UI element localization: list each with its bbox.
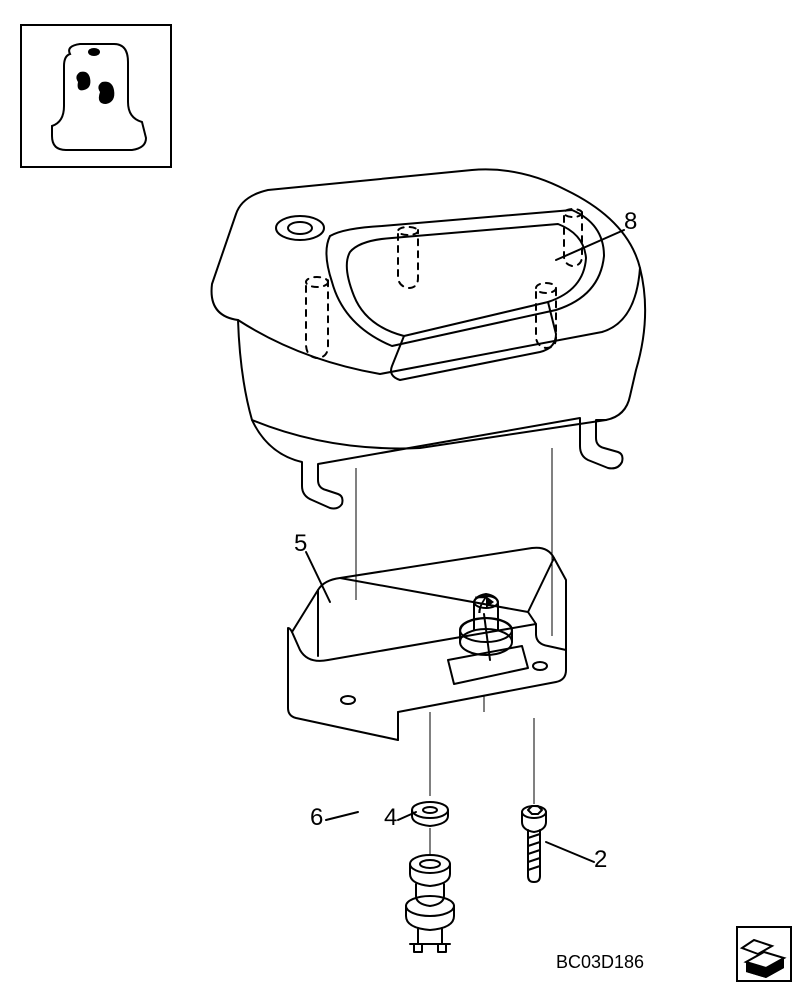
callout-2: 2 <box>594 846 607 874</box>
callout-7: 7 <box>474 592 487 620</box>
callout-8: 8 <box>624 208 637 236</box>
diagram-canvas: 8 5 7 6 4 2 BC03D186 <box>0 0 812 1000</box>
callout-4: 4 <box>384 804 397 832</box>
callout-5: 5 <box>294 530 307 558</box>
exploded-drawing <box>0 0 812 1000</box>
drawing-id-label: BC03D186 <box>556 952 644 973</box>
orientation-arrow-icon <box>736 926 792 982</box>
callout-6: 6 <box>310 804 323 832</box>
